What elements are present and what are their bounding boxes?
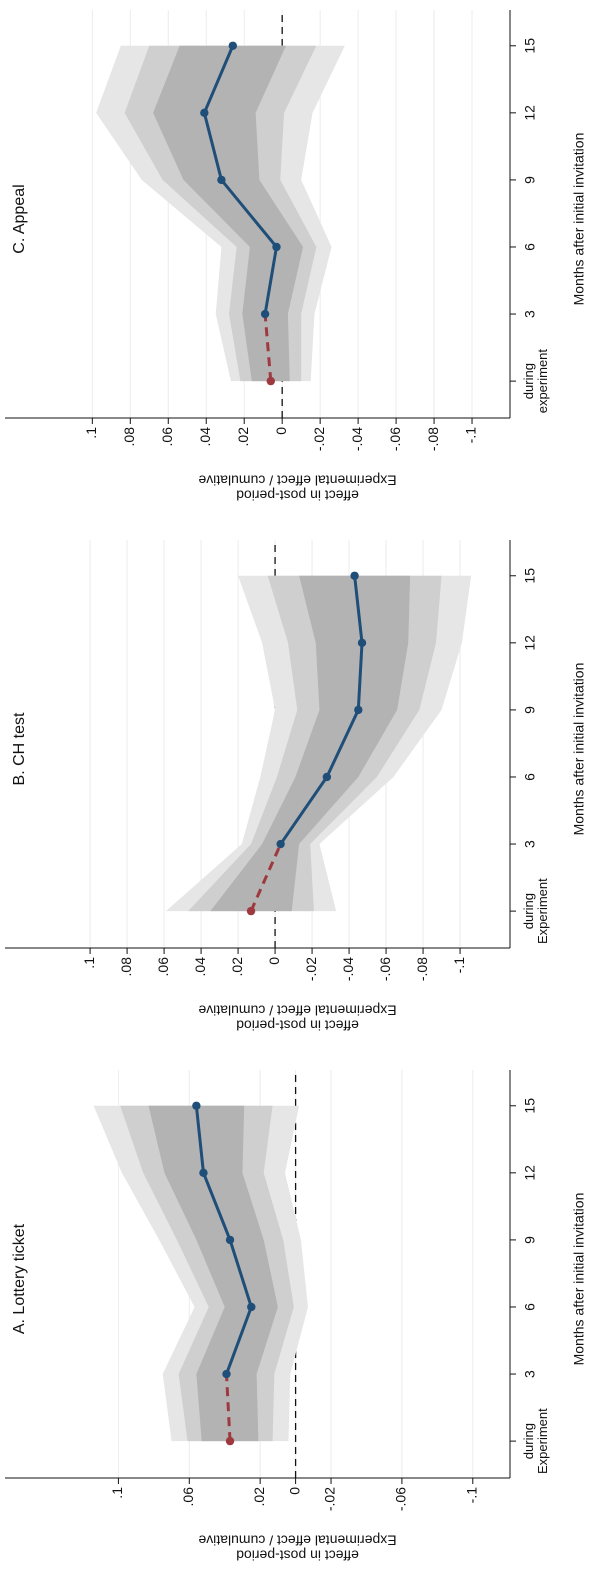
x-tick-label: 12 (522, 1165, 538, 1181)
data-point (225, 1235, 235, 1245)
x-axis-title: Months after initial invitation (571, 1193, 587, 1366)
series-line-first (249, 843, 282, 912)
y-tick-label: .04 (197, 427, 213, 447)
y-tick-label: 0 (273, 427, 289, 435)
y-tick-label: -.1 (463, 1487, 479, 1504)
x-tick-label: 12 (522, 105, 538, 121)
x-tick-label-box: during Experiment (522, 878, 550, 944)
y-tick-label: .02 (229, 957, 245, 977)
data-point (222, 1369, 231, 1379)
x-tick-label: 6 (522, 243, 538, 251)
data-point (228, 41, 238, 50)
x-tick-label: 9 (522, 1236, 538, 1244)
y-tick-label: .06 (155, 957, 171, 977)
y-tick-label: -.08 (425, 427, 441, 451)
panel: -.1 -.08 -.06 -.04 -.02 0 .02 .04 .06 .08 .1 during… (5, 10, 587, 503)
y-axis-title: effect in post-period (236, 1017, 359, 1033)
y-tick-label: .08 (118, 957, 134, 977)
x-tick-label: during Experiment (522, 1408, 550, 1474)
y-tick-label: -.06 (387, 427, 403, 451)
x-tick-label-box: during experiment (522, 348, 550, 414)
data-point (260, 309, 270, 319)
panel: -.1 -.06 -.02 0 .02 .06 .1 during Experiment 3 6 9… (5, 1070, 587, 1563)
x-tick-label: 12 (522, 635, 538, 651)
x-tick-label: during Experiment (522, 878, 550, 944)
y-tick-label: .1 (83, 427, 99, 439)
x-tick-label: 3 (522, 1370, 538, 1378)
data-point (217, 175, 226, 185)
y-axis-title: Experimental effect / cumulative (198, 472, 396, 488)
y-axis-title: effect in post-period (236, 1547, 359, 1563)
data-point (192, 1101, 201, 1110)
panel: -.1 -.08 -.06 -.04 -.02 0 .02 .04 .06 .08 .1 during… (5, 540, 587, 1033)
y-tick-label: .02 (251, 1487, 267, 1507)
y-tick-label: .1 (81, 957, 97, 969)
y-axis-title: effect in post-period (236, 487, 359, 503)
x-tick-label-box: during Experiment (522, 1408, 550, 1474)
y-tick-label: .06 (159, 427, 175, 447)
x-tick-label: 3 (522, 310, 538, 318)
data-point (200, 108, 209, 118)
y-tick-label: -.02 (311, 427, 327, 451)
y-tick-label: -.02 (303, 957, 319, 981)
data-point (266, 376, 275, 386)
y-tick-label: .02 (235, 427, 251, 447)
y-tick-label: -.06 (393, 1487, 409, 1511)
y-tick-label: -.04 (340, 957, 356, 981)
data-point (357, 638, 367, 648)
y-axis-title: Experimental effect / cumulative (198, 1002, 396, 1018)
data-point (354, 705, 363, 715)
series-line-first (263, 313, 273, 382)
x-tick-label: 15 (522, 1098, 538, 1114)
chart-title: B. CH test (11, 712, 28, 785)
data-point (350, 571, 359, 580)
data-point (246, 906, 256, 916)
x-tick-label: 9 (522, 706, 538, 714)
data-point (225, 1436, 235, 1446)
x-tick-label: 15 (522, 38, 538, 54)
y-tick-label: .04 (192, 957, 208, 977)
y-tick-label: -.04 (349, 427, 365, 451)
data-point (272, 242, 281, 252)
x-tick-label: 3 (522, 840, 538, 848)
x-tick-label: 9 (522, 176, 538, 184)
y-tick-label: .1 (109, 1487, 125, 1499)
data-point (276, 839, 285, 849)
x-tick-label: 6 (522, 1303, 538, 1311)
y-tick-label: -.1 (451, 957, 467, 974)
x-tick-label: 15 (522, 568, 538, 584)
confidence-band (153, 45, 304, 382)
y-tick-label: -.08 (414, 957, 430, 981)
y-tick-label: -.1 (463, 427, 479, 444)
y-tick-label: .06 (180, 1487, 196, 1507)
data-point (199, 1168, 208, 1178)
series-line-first (224, 1373, 232, 1442)
y-tick-label: 0 (286, 1487, 302, 1495)
y-tick-label: 0 (266, 957, 282, 965)
x-tick-label: during experiment (522, 348, 550, 414)
y-tick-label: .08 (121, 427, 137, 447)
chart-title: C. Appeal (11, 184, 28, 253)
data-point (322, 772, 332, 782)
x-axis-title: Months after initial invitation (571, 133, 587, 306)
x-tick-label: 6 (522, 773, 538, 781)
y-axis-title: Experimental effect / cumulative (198, 1532, 396, 1548)
data-point (247, 1302, 256, 1312)
y-tick-label: -.02 (322, 1487, 338, 1511)
confidence-band (148, 1105, 278, 1442)
x-axis-title: Months after initial invitation (571, 663, 587, 836)
y-tick-label: -.06 (377, 957, 393, 981)
chart-title: A. Lottery ticket (11, 1223, 28, 1334)
